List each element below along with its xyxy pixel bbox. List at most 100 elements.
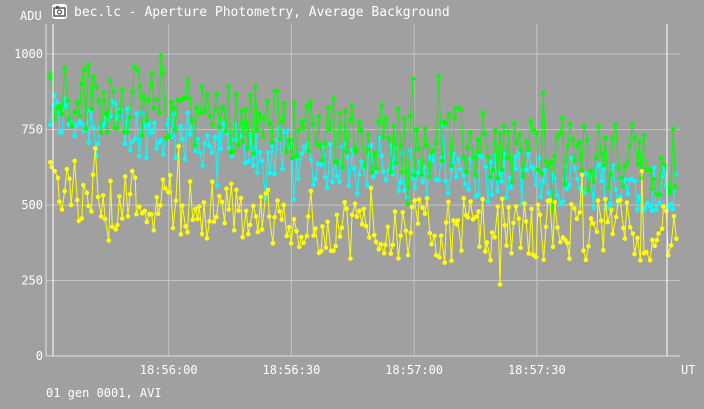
- series-line: [260, 196, 263, 230]
- series-line: [361, 208, 365, 225]
- series-line: [501, 153, 505, 182]
- series-line: [348, 149, 353, 186]
- data-point: [119, 86, 125, 92]
- series-line: [355, 121, 360, 152]
- series-line: [649, 239, 653, 261]
- series-line: [78, 83, 82, 116]
- series-line: [185, 80, 189, 98]
- series-line: [460, 198, 465, 251]
- series-line: [226, 133, 230, 148]
- series-line: [424, 198, 428, 214]
- data-point: [68, 202, 74, 208]
- series-line: [57, 177, 60, 202]
- series-line: [490, 232, 493, 261]
- series-line: [121, 89, 125, 133]
- series-line: [212, 108, 216, 125]
- series-line: [572, 139, 576, 161]
- series-line: [245, 109, 249, 148]
- data-point: [91, 125, 96, 130]
- series-line: [581, 174, 585, 251]
- series-line: [637, 141, 640, 165]
- series-line: [477, 154, 481, 196]
- series-line: [274, 139, 278, 174]
- series-line: [168, 101, 172, 137]
- series-line: [540, 92, 544, 174]
- series-line: [253, 86, 256, 154]
- series-line: [586, 139, 589, 191]
- series-line: [87, 64, 93, 109]
- series-line: [418, 149, 423, 175]
- series-line: [312, 123, 317, 145]
- data-point: [122, 141, 128, 147]
- series-line: [627, 179, 631, 195]
- data-point: [541, 257, 547, 263]
- series-line: [587, 170, 592, 191]
- series-line: [291, 103, 295, 158]
- series-line: [189, 98, 193, 121]
- series-line: [409, 78, 414, 116]
- series-line: [414, 173, 419, 188]
- series-line: [401, 118, 406, 173]
- series-line: [214, 136, 218, 186]
- series-line: [397, 109, 402, 147]
- series-line: [584, 173, 587, 193]
- series-line: [255, 136, 258, 173]
- camera-icon[interactable]: [52, 4, 67, 19]
- series-line: [506, 177, 511, 198]
- series-line: [175, 146, 180, 201]
- series-line: [259, 114, 264, 137]
- series-line: [434, 235, 437, 256]
- series-line: [497, 206, 501, 285]
- series-line: [296, 230, 300, 247]
- series-line: [104, 218, 110, 241]
- series-line: [453, 154, 457, 178]
- title-bar: bec.lc - Aperture Photometry, Average Ba…: [0, 0, 704, 24]
- series-line: [622, 166, 626, 187]
- series-line: [632, 233, 636, 255]
- series-line: [320, 226, 323, 251]
- series-line: [240, 198, 244, 238]
- series-line: [468, 158, 472, 190]
- series-line: [129, 170, 133, 195]
- series-line: [325, 221, 329, 248]
- series-line: [137, 69, 141, 86]
- data-point: [583, 257, 589, 263]
- series-line: [528, 208, 533, 254]
- window-title: bec.lc - Aperture Photometry, Average Ba…: [74, 5, 450, 20]
- series-line: [539, 214, 545, 260]
- series-line: [314, 228, 320, 253]
- data-point: [629, 121, 635, 127]
- series-line: [242, 109, 247, 142]
- series-line: [184, 112, 189, 160]
- series-line: [392, 211, 396, 245]
- series-line: [153, 197, 158, 231]
- series-line: [136, 113, 140, 157]
- series-line: [237, 111, 243, 146]
- series-line: [218, 106, 223, 128]
- series-line: [211, 136, 216, 153]
- data-point: [349, 103, 355, 109]
- series-line: [371, 153, 376, 173]
- series-line: [197, 138, 201, 153]
- data-point: [94, 84, 99, 89]
- series-line: [331, 160, 336, 183]
- series-line: [463, 198, 467, 216]
- data-point: [613, 122, 618, 127]
- series-line: [250, 134, 254, 166]
- series-line: [98, 100, 102, 133]
- series-line: [267, 152, 271, 174]
- series-line: [144, 126, 147, 158]
- series-line: [110, 180, 113, 227]
- series-line: [624, 179, 629, 195]
- series-line: [187, 181, 191, 233]
- series-line: [609, 164, 614, 204]
- series-line: [160, 140, 164, 155]
- data-point: [134, 111, 139, 116]
- series-line: [474, 140, 479, 176]
- series-line: [496, 171, 501, 192]
- series-line: [242, 210, 247, 238]
- series-line: [463, 156, 467, 173]
- series-line: [397, 235, 402, 259]
- series-line: [615, 200, 619, 218]
- series-line: [382, 118, 387, 137]
